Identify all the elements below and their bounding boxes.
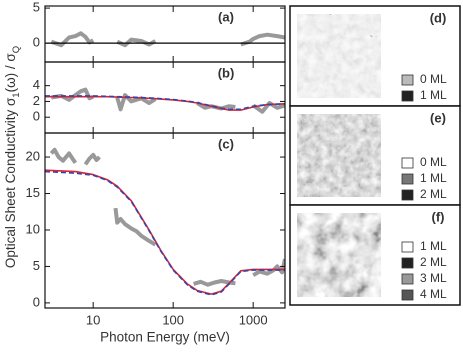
label-subscript: Q — [11, 46, 22, 53]
panel-label: (e) — [430, 110, 446, 125]
legend-swatch — [401, 241, 414, 253]
micrograph-image — [297, 14, 381, 98]
x-axis-label: Photon Energy (meV) — [100, 330, 230, 345]
legend-swatch — [401, 173, 414, 185]
micrograph-image — [297, 114, 381, 197]
x-tick-label: 1000 — [239, 312, 268, 327]
plot-area — [45, 87, 285, 114]
panel-label: (a) — [218, 9, 234, 24]
data-line — [50, 87, 285, 114]
data-line — [50, 31, 285, 48]
legend-swatch — [401, 289, 414, 301]
legend-label: 2 ML — [420, 187, 447, 201]
legend-swatch — [401, 74, 414, 86]
legend-swatch — [401, 90, 414, 102]
label-text: Optical Sheet Conductivity σ — [3, 97, 18, 268]
data-line — [45, 169, 285, 295]
legend-swatch — [401, 273, 414, 285]
y-tick-label: 0 — [33, 109, 40, 124]
legend-label: 0 ML — [420, 155, 447, 169]
y-axis-label: Optical Sheet Conductivity σ1(ω) / σQ — [3, 46, 22, 268]
legend-label: 1 ML — [420, 88, 447, 102]
label-text: (ω) / σ — [3, 53, 18, 93]
legend-swatch — [401, 257, 414, 269]
plot-frame — [44, 132, 286, 309]
y-tick-label: 10 — [26, 221, 40, 236]
legend-label: 1 ML — [420, 171, 447, 185]
micrograph-image — [297, 213, 381, 297]
y-tick-label: 5 — [33, 0, 40, 15]
plot-area — [45, 31, 285, 48]
legend-label: 4 ML — [420, 287, 447, 301]
legend-label: 0 ML — [420, 72, 447, 86]
panel-label: (d) — [430, 10, 447, 25]
y-tick-label: 5 — [33, 258, 40, 273]
x-tick-label: 100 — [162, 312, 184, 327]
y-tick-label: 0 — [33, 294, 40, 309]
y-tick-label: 15 — [26, 185, 40, 200]
y-tick-label: 2 — [33, 93, 40, 108]
data-line — [45, 170, 285, 296]
panel-label: (b) — [218, 65, 235, 80]
data-line — [49, 147, 285, 287]
legend-label: 3 ML — [420, 271, 447, 285]
y-tick-label: 4 — [33, 77, 40, 92]
legend-label: 1 ML — [420, 239, 447, 253]
legend-label: 2 ML — [420, 255, 447, 269]
legend-swatch — [401, 157, 414, 169]
data-line — [45, 95, 285, 111]
panel-label: (c) — [218, 136, 234, 151]
panel-label: (f) — [432, 209, 445, 224]
legend-swatch — [401, 189, 414, 201]
plot-area — [45, 147, 285, 296]
y-tick-label: 0 — [33, 35, 40, 50]
x-tick-label: 10 — [86, 312, 100, 327]
y-tick-label: 20 — [26, 149, 40, 164]
label-subscript: 1 — [11, 92, 22, 97]
